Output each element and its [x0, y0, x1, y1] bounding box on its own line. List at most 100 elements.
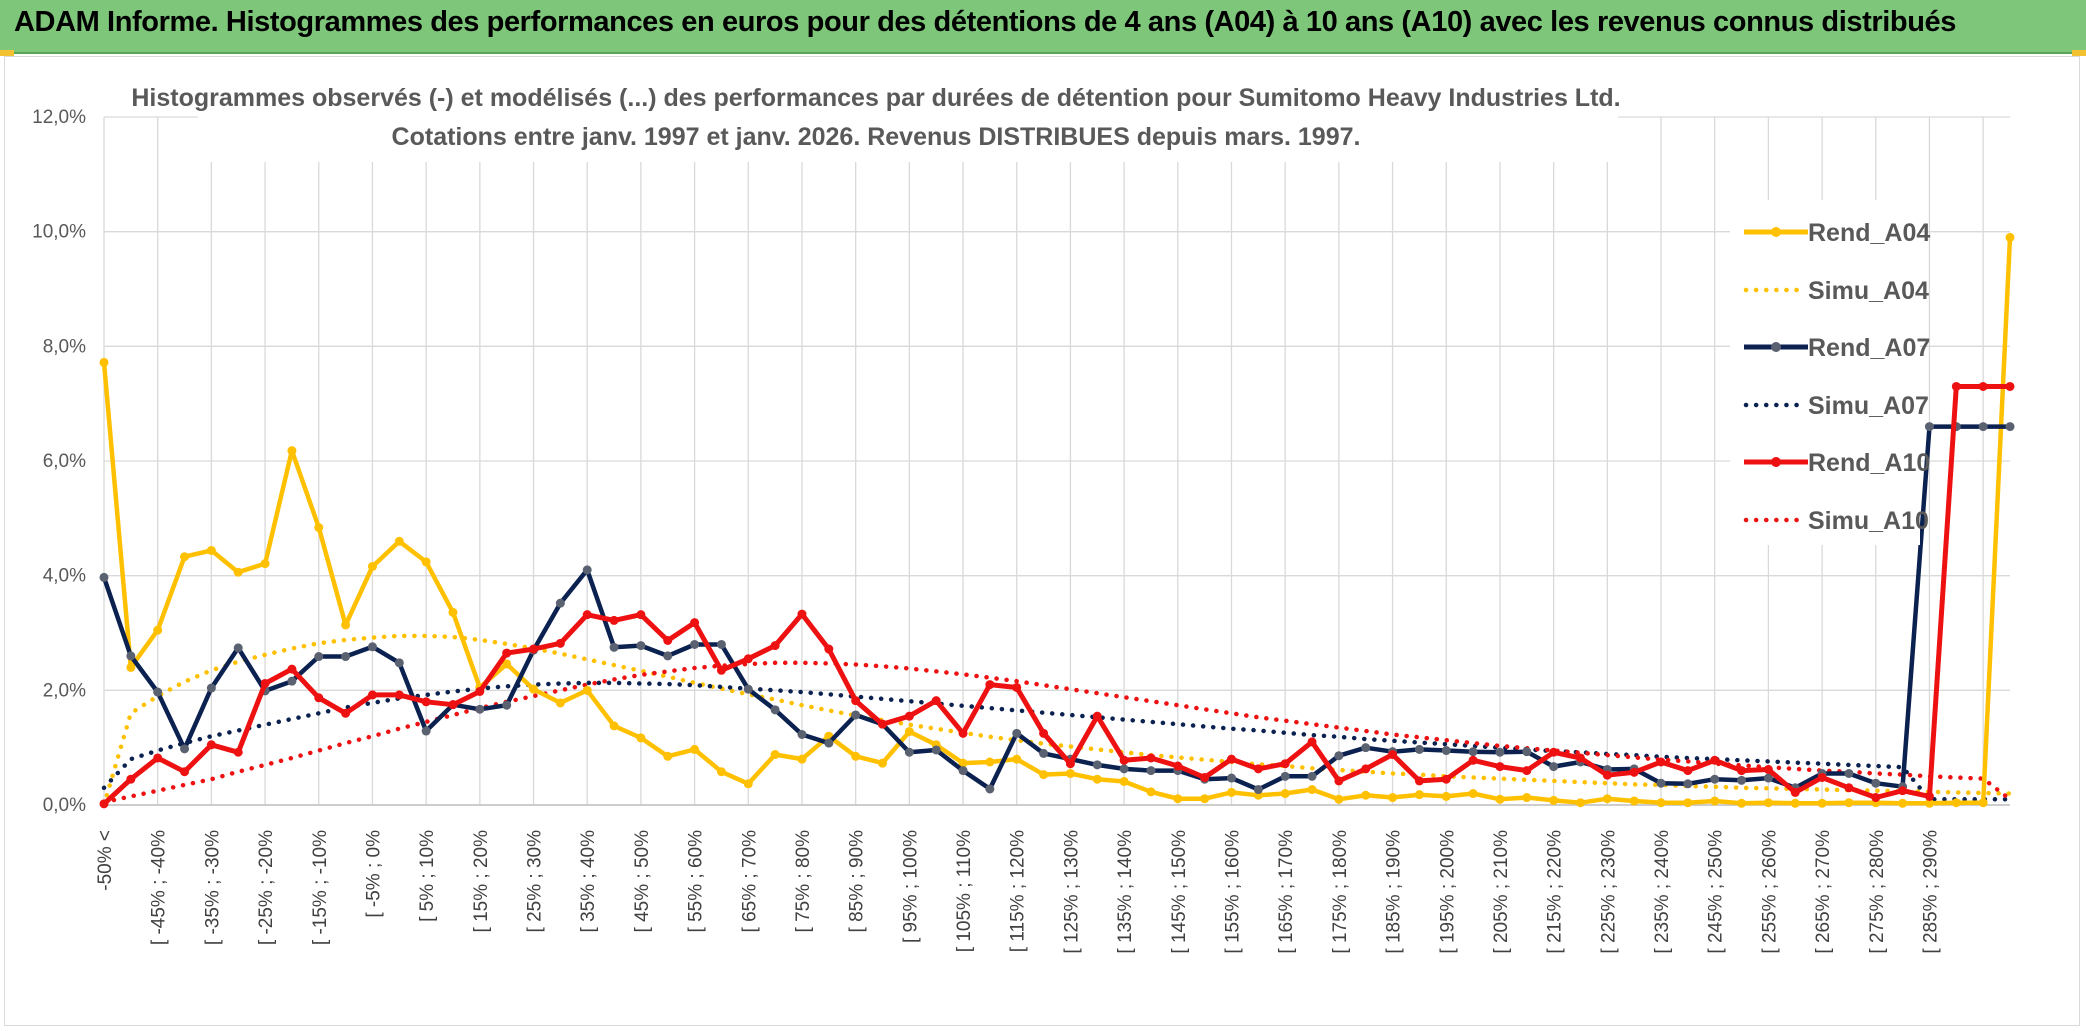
x-tick-label: [ 105% ; 110%: [954, 830, 975, 952]
title-backdrop: [198, 78, 1618, 162]
data-point-rend-a10: [1575, 753, 1585, 763]
data-point-rend-a10: [180, 767, 190, 777]
data-point-rend-a04: [770, 750, 780, 760]
data-point-rend-a07: [1495, 747, 1505, 757]
data-point-rend-a10: [341, 708, 351, 718]
data-point-rend-a04: [1119, 776, 1129, 786]
data-point-rend-a10: [1629, 767, 1639, 777]
x-tick-label: [ 45% ; 50%: [632, 830, 653, 933]
data-point-rend-a10: [367, 690, 377, 700]
x-tick-label: [ 245% ; 250%: [1706, 830, 1727, 954]
data-point-rend-a10: [582, 610, 592, 620]
data-point-rend-a04: [1200, 794, 1210, 804]
data-point-rend-a04: [314, 523, 324, 533]
data-point-rend-a10: [153, 753, 163, 763]
data-point-rend-a04: [690, 744, 700, 754]
data-point-rend-a10: [1012, 682, 1022, 692]
data-point-rend-a10: [958, 728, 968, 738]
data-point-rend-a04: [1737, 798, 1747, 808]
legend-marker-rend-a07: [1771, 342, 1781, 352]
data-point-rend-a10: [1951, 381, 1961, 391]
data-point-rend-a07: [1978, 422, 1988, 432]
data-point-rend-a07: [1871, 778, 1881, 788]
data-point-rend-a04: [206, 545, 216, 555]
data-point-rend-a10: [314, 693, 324, 703]
data-point-rend-a10: [1656, 757, 1666, 767]
data-point-rend-a04: [153, 625, 163, 635]
data-point-rend-a04: [904, 727, 914, 737]
x-tick-label: [ 285% ; 290%: [1920, 830, 1941, 954]
data-point-rend-a04: [1039, 770, 1049, 780]
data-point-rend-a07: [1361, 743, 1371, 753]
data-point-rend-a04: [421, 557, 431, 567]
data-point-rend-a10: [1173, 761, 1183, 771]
x-tick-label: [ 135% ; 140%: [1115, 830, 1136, 954]
data-point-rend-a10: [1522, 766, 1532, 776]
data-point-rend-a07: [743, 684, 753, 694]
data-point-rend-a07: [1334, 751, 1344, 761]
data-point-rend-a10: [1307, 737, 1317, 747]
y-tick-label: 4,0%: [43, 566, 86, 587]
data-point-rend-a07: [1844, 768, 1854, 778]
data-point-rend-a04: [448, 607, 458, 617]
data-point-rend-a04: [529, 684, 539, 694]
data-point-rend-a04: [1092, 774, 1102, 784]
data-point-rend-a07: [394, 658, 404, 668]
data-point-rend-a10: [260, 678, 270, 688]
data-point-rend-a10: [878, 719, 888, 729]
data-point-rend-a10: [1844, 783, 1854, 793]
series-line-simu-a10: [101, 660, 2013, 805]
data-point-rend-a10: [1039, 728, 1049, 738]
data-point-rend-a07: [475, 704, 485, 714]
data-point-rend-a10: [1388, 750, 1398, 760]
y-tick-label: 2,0%: [43, 680, 86, 701]
data-point-rend-a04: [958, 758, 968, 768]
data-point-rend-a10: [1763, 764, 1773, 774]
data-point-rend-a07: [636, 641, 646, 651]
data-point-rend-a07: [690, 639, 700, 649]
x-tick-label: [ 255% ; 260%: [1759, 830, 1780, 954]
x-tick-label: [ 125% ; 130%: [1061, 830, 1082, 954]
data-point-rend-a04: [878, 758, 888, 768]
data-point-rend-a07: [314, 652, 324, 662]
data-point-rend-a07: [502, 700, 512, 710]
data-point-rend-a10: [690, 618, 700, 628]
x-tick-label: [ 55% ; 60%: [686, 830, 707, 933]
report-title: ADAM Informe. Histogrammes des performan…: [14, 6, 1956, 38]
data-point-rend-a07: [2005, 422, 2015, 432]
data-point-rend-a10: [1549, 747, 1559, 757]
data-point-rend-a04: [1307, 785, 1317, 795]
data-point-rend-a10: [716, 665, 726, 675]
chart-title: Histogrammes observés (-) et modélisés (…: [131, 84, 1620, 112]
data-point-rend-a04: [555, 698, 565, 708]
y-axis-ticks: 0,0% 2,0% 4,0% 6,0% 8,0% 10,0% 12,0%: [32, 107, 86, 816]
series-line-rend-a10: [102, 384, 2010, 806]
data-point-rend-a10: [1226, 754, 1236, 764]
data-point-rend-a04: [126, 662, 136, 672]
data-point-rend-a10: [797, 609, 807, 619]
data-point-rend-a07: [1924, 422, 1934, 432]
data-point-rend-a07: [1763, 773, 1773, 783]
x-tick-label: [ -5% ; 0%: [363, 830, 384, 918]
data-point-rend-a04: [394, 536, 404, 546]
title-banner: ADAM Informe. Histogrammes des performan…: [0, 0, 2086, 54]
data-point-rend-a07: [153, 687, 163, 697]
data-point-rend-a07: [180, 744, 190, 754]
legend-label-rend-a04: Rend_A04: [1808, 219, 1930, 247]
data-point-rend-a04: [1844, 798, 1854, 808]
data-point-rend-a04: [260, 559, 270, 569]
data-point-rend-a10: [1898, 786, 1908, 796]
y-tick-label: 8,0%: [43, 336, 86, 357]
data-point-rend-a10: [421, 697, 431, 707]
data-point-rend-a04: [1065, 768, 1075, 778]
data-point-rend-a10: [1790, 787, 1800, 797]
data-point-rend-a07: [287, 676, 297, 686]
data-point-rend-a07: [233, 643, 243, 653]
data-point-rend-a07: [1146, 766, 1156, 776]
data-point-rend-a07: [770, 705, 780, 715]
legend[interactable]: Rend_A04 Simu_A04 Rend_A07 Simu_A07 Rend_A10…: [1743, 219, 1930, 535]
data-point-rend-a10: [985, 680, 995, 690]
y-tick-label: 0,0%: [43, 795, 86, 816]
data-point-rend-a07: [851, 710, 861, 720]
